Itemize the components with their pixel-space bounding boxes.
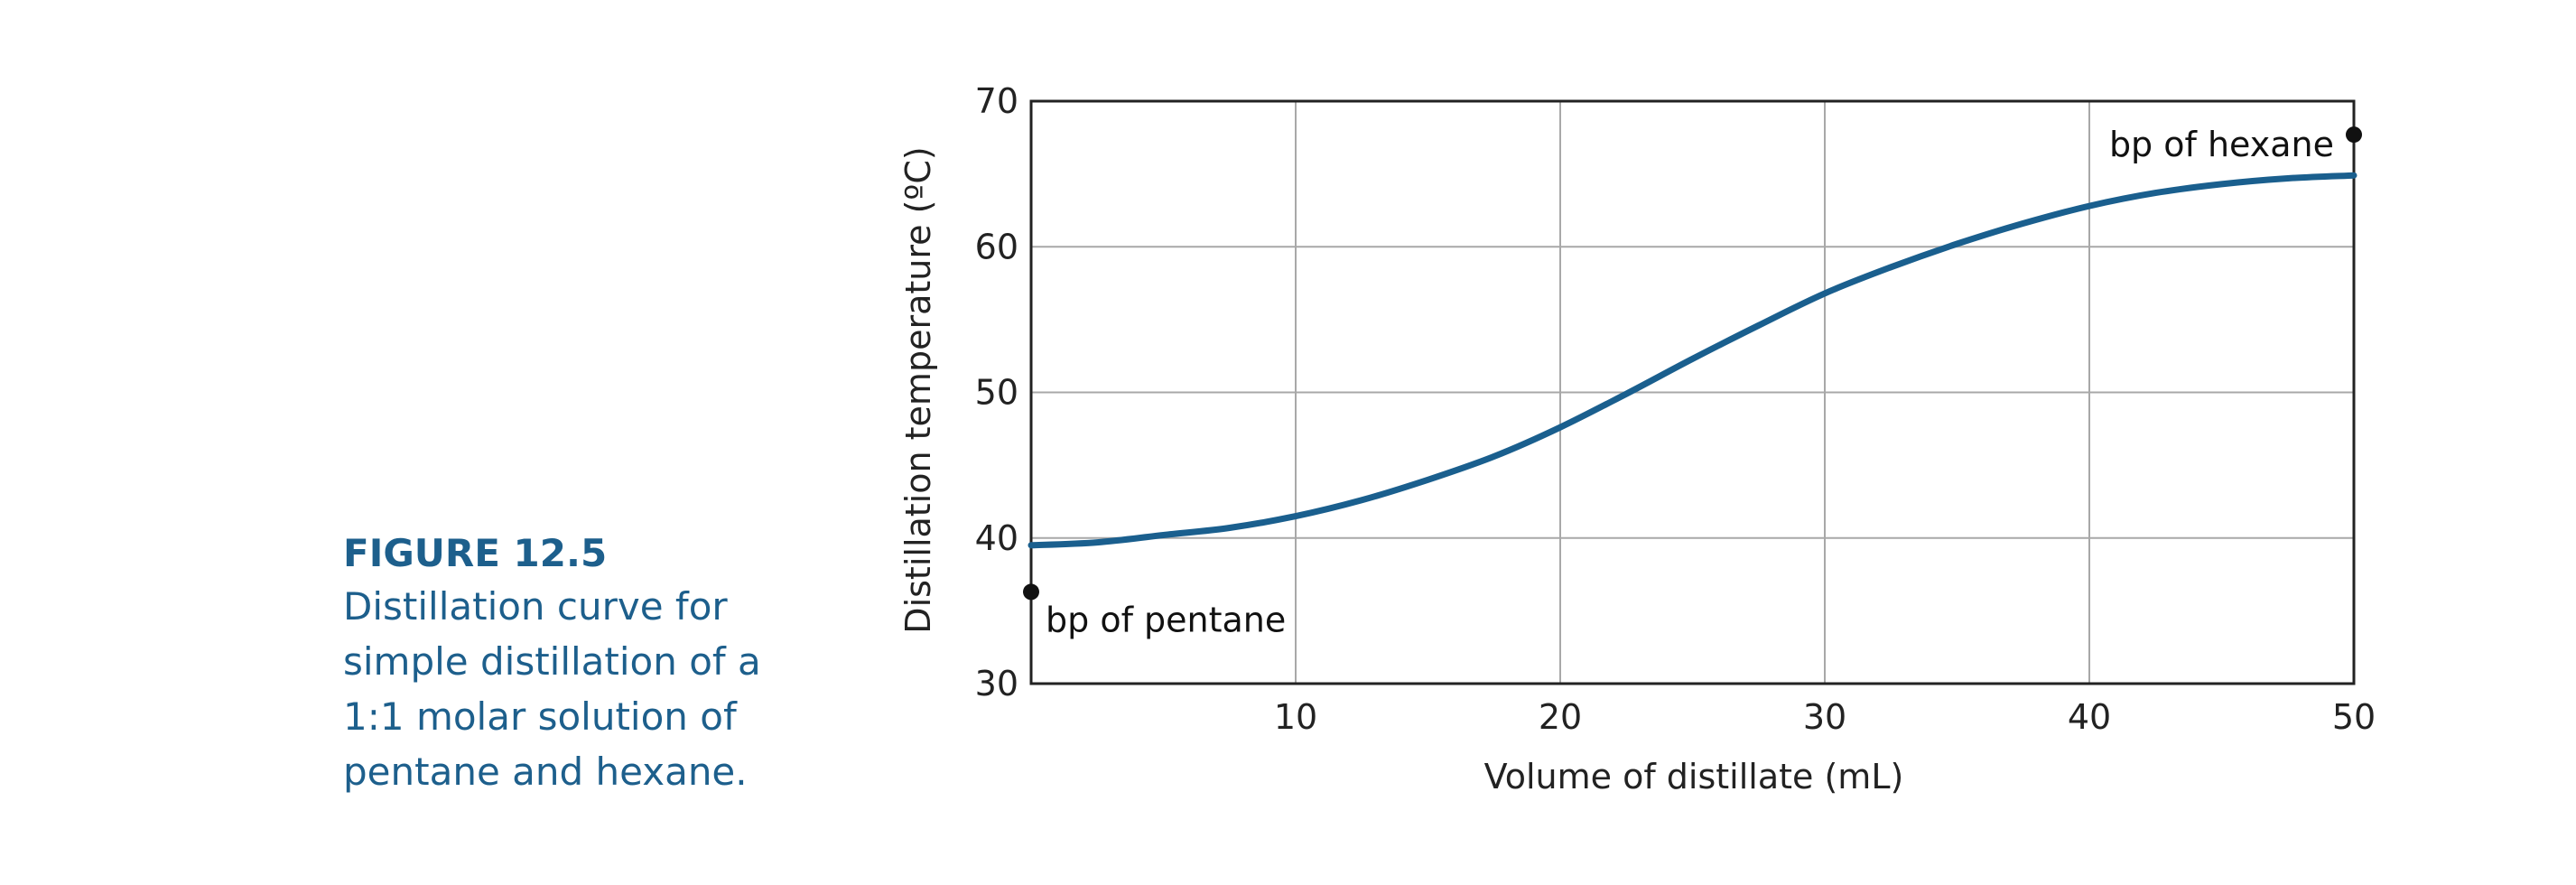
x-axis-title: Volume of distillate (mL) [1484, 757, 1904, 796]
pentane-bp-label: bp of pentane [1046, 600, 1286, 639]
figure-caption: FIGURE 12.5 Distillation curve for simpl… [343, 528, 849, 799]
hexane-bp-label: bp of hexane [2109, 125, 2334, 164]
y-axis-title: Distillation temperature (ºC) [898, 146, 938, 633]
figure-caption-line: pentane and hexane. [343, 750, 748, 794]
hexane-bp-point [2346, 126, 2362, 144]
x-tick-label: 10 [1274, 697, 1317, 737]
y-tick-label: 50 [975, 373, 1018, 413]
x-tick-label: 40 [2068, 697, 2111, 737]
y-tick-label: 40 [975, 518, 1018, 558]
annotations: bp of pentane bp of hexane [1023, 125, 2362, 639]
x-tick-label: 20 [1539, 697, 1582, 737]
x-tick-label: 30 [1803, 697, 1846, 737]
pentane-bp-point [1023, 583, 1039, 601]
tick-labels: 10 20 30 40 50 30 40 50 60 70 [975, 81, 2376, 737]
figure-caption-line: 1:1 molar solution of [343, 694, 737, 739]
y-tick-label: 30 [975, 664, 1018, 703]
plot-border [1029, 99, 2356, 685]
series-line-group [1028, 172, 2357, 549]
chart-grid [1031, 101, 2354, 684]
plot-frame [1029, 99, 2356, 685]
figure-caption-line: simple distillation of a [343, 639, 761, 684]
y-tick-label: 70 [975, 81, 1018, 121]
distillation-curve-line [1028, 172, 2357, 549]
figure-caption-title: FIGURE 12.5 [343, 531, 608, 575]
figure-caption-line: Distillation curve for [343, 584, 728, 629]
x-tick-label: 50 [2332, 697, 2376, 737]
y-tick-label: 60 [975, 227, 1018, 266]
